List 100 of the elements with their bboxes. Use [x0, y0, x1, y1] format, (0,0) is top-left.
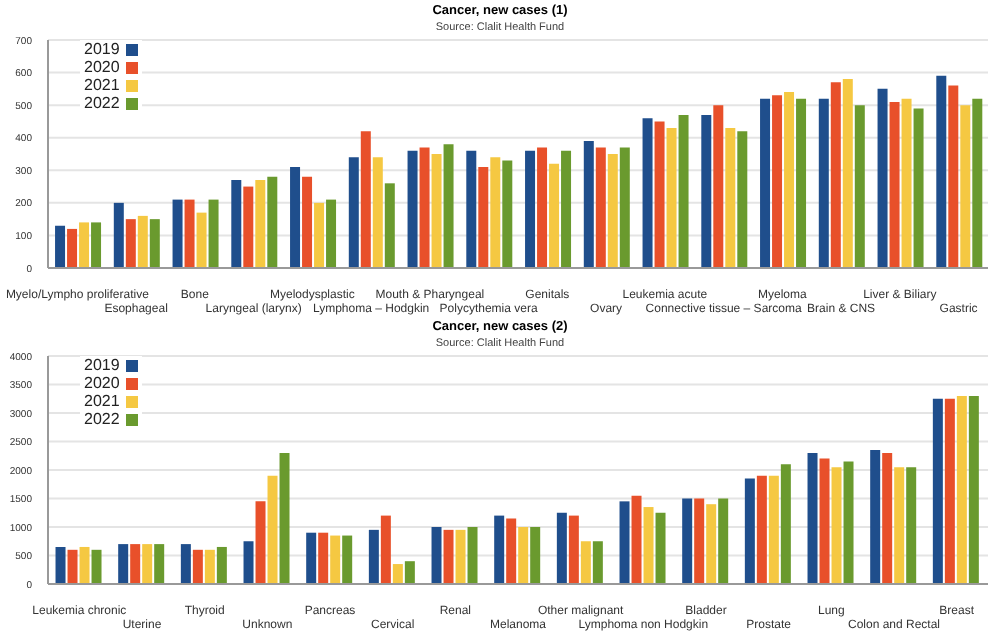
legend-label: 2021: [84, 76, 120, 94]
bar: [854, 105, 865, 268]
bar: [204, 549, 215, 584]
bar: [490, 157, 501, 268]
bar: [784, 92, 795, 268]
bar: [431, 527, 442, 584]
bar: [713, 105, 724, 268]
bar: [118, 544, 129, 584]
bar: [744, 478, 755, 584]
bar: [906, 467, 917, 584]
bar: [455, 529, 466, 584]
bar: [125, 219, 136, 268]
bar: [443, 529, 454, 584]
bar: [882, 452, 893, 584]
bar: [404, 561, 415, 584]
bar: [478, 167, 489, 268]
bar: [530, 527, 541, 584]
bar: [518, 527, 529, 584]
bar: [682, 498, 693, 584]
bar: [306, 532, 317, 584]
bar: [91, 549, 102, 584]
bar: [701, 114, 712, 268]
legend-label: 2019: [84, 40, 120, 58]
bar: [142, 544, 153, 584]
bar: [243, 541, 254, 584]
bar: [384, 183, 395, 268]
bar: [180, 544, 191, 584]
bar: [192, 549, 203, 584]
bar: [149, 219, 160, 268]
bar: [360, 131, 371, 268]
legend-label: 2020: [84, 58, 120, 76]
bar: [326, 199, 337, 268]
bar: [830, 82, 841, 268]
bar: [67, 228, 78, 268]
bar: [392, 564, 403, 584]
bar: [549, 163, 560, 268]
bar: [831, 467, 842, 584]
bar: [502, 160, 513, 268]
bar: [889, 101, 900, 268]
bar: [506, 518, 517, 584]
bar: [678, 114, 689, 268]
legend-label: 2022: [84, 410, 120, 428]
bar: [290, 167, 301, 268]
legend-label: 2019: [84, 356, 120, 374]
bar: [184, 199, 195, 268]
bar: [314, 202, 325, 268]
bar: [216, 546, 227, 584]
bar: [67, 549, 78, 584]
bar: [877, 88, 888, 268]
bar: [725, 127, 736, 268]
bar: [870, 450, 881, 584]
bar: [944, 398, 955, 584]
bar: [718, 498, 729, 584]
bar: [561, 150, 572, 268]
bar: [267, 176, 278, 268]
bar: [932, 398, 943, 584]
bar: [79, 222, 90, 268]
bar: [267, 475, 278, 584]
bar: [231, 180, 242, 268]
bar: [407, 150, 418, 268]
bar: [643, 507, 654, 584]
bar: [960, 105, 971, 268]
bar: [972, 98, 983, 268]
bar: [137, 215, 148, 268]
bar: [737, 131, 748, 268]
bar: [243, 186, 254, 268]
bar: [348, 157, 359, 268]
bar: [443, 144, 454, 268]
bar: [556, 512, 567, 584]
bar: [208, 199, 219, 268]
bar: [318, 532, 329, 584]
bar: [818, 98, 829, 268]
bar: [756, 475, 767, 584]
bar: [368, 529, 379, 584]
bar: [279, 452, 290, 584]
bar: [494, 515, 505, 584]
bar: [431, 154, 442, 268]
bar: [913, 108, 924, 268]
bar: [568, 515, 579, 584]
bar: [525, 150, 536, 268]
bar: [592, 541, 603, 584]
bar: [302, 176, 313, 268]
legend-label: 2022: [84, 94, 120, 112]
bar: [130, 544, 141, 584]
bar: [607, 154, 618, 268]
bar: [796, 98, 807, 268]
bar: [948, 85, 959, 268]
bar: [55, 225, 66, 268]
bar: [113, 202, 124, 268]
bar: [780, 464, 791, 584]
bar: [619, 501, 630, 584]
bar: [196, 212, 207, 268]
bar: [372, 157, 383, 268]
bar: [654, 121, 665, 268]
bar: [255, 180, 266, 268]
bar: [760, 98, 771, 268]
bar: [706, 504, 717, 584]
bar: [595, 147, 606, 268]
bar: [619, 147, 630, 268]
bar: [819, 458, 830, 584]
